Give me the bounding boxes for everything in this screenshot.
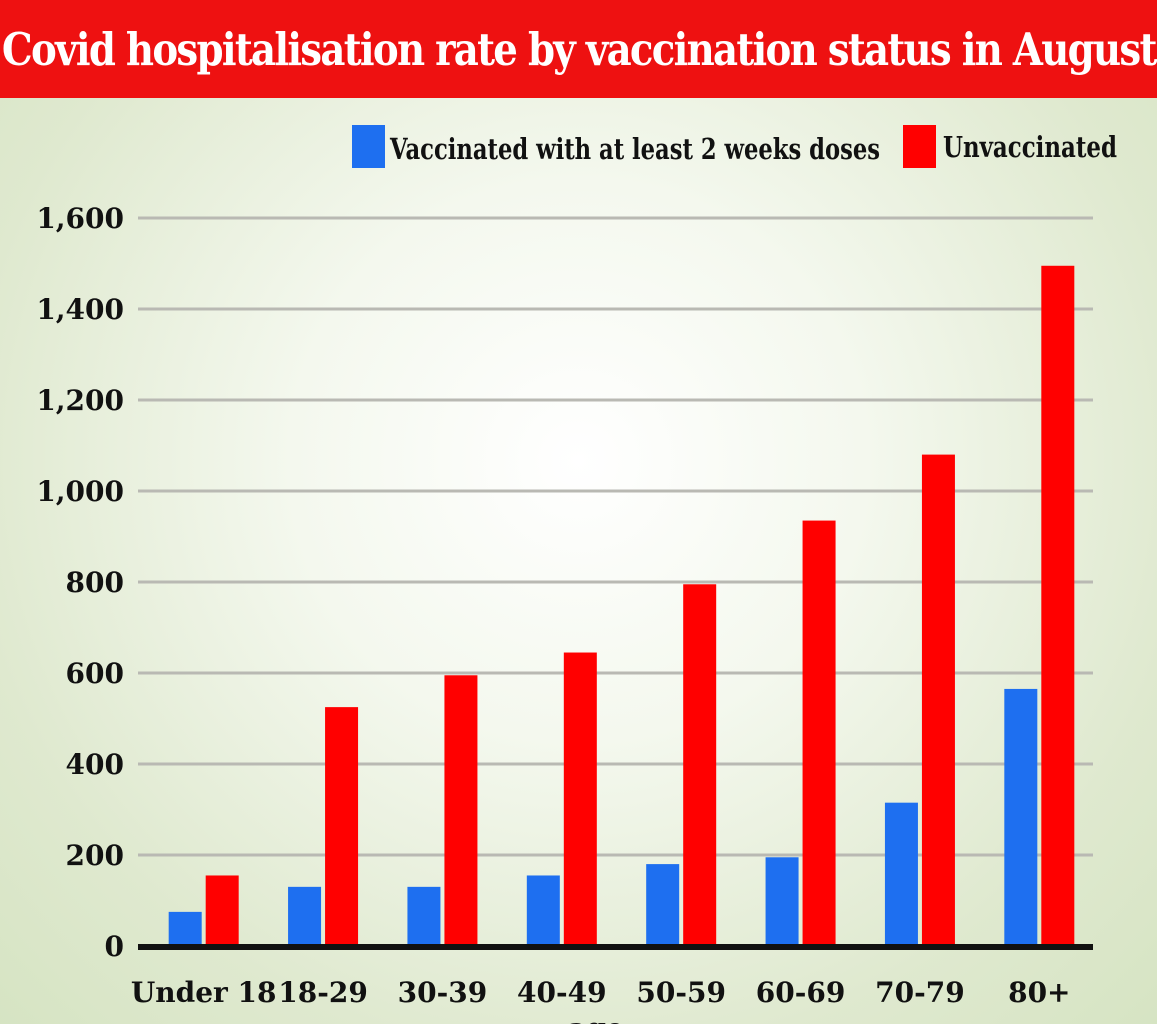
x-tick-label: 80+ (1008, 976, 1070, 1009)
bar-unvaccinated-under-18 (205, 875, 239, 946)
x-tick-label: 18-29 (278, 976, 368, 1009)
legend-swatch-unvaccinated (903, 125, 936, 168)
y-tick-label: 800 (66, 566, 124, 599)
bar-vaccinated-60-69 (765, 857, 799, 946)
y-tick-label: 1,200 (36, 384, 124, 417)
y-tick-label: 600 (66, 657, 124, 690)
x-tick-label: 40-49 (517, 976, 607, 1009)
bar-vaccinated-under-18 (168, 911, 202, 946)
x-tick-label: Under 18 (131, 976, 277, 1009)
y-tick-label: 200 (66, 839, 124, 872)
bar-unvaccinated-30-39 (444, 675, 478, 946)
bar-unvaccinated-40-49 (563, 652, 597, 946)
y-tick-label: 1,000 (36, 475, 124, 508)
bar-unvaccinated-18-29 (325, 707, 359, 946)
legend-swatch-vaccinated (352, 125, 385, 168)
x-tick-label: 70-79 (875, 976, 965, 1009)
bar-unvaccinated-50-59 (683, 584, 717, 946)
bar-unvaccinated-70-79 (921, 454, 955, 946)
bar-unvaccinated-80- (1041, 265, 1075, 946)
x-tick-label: 30-39 (398, 976, 488, 1009)
bar-vaccinated-40-49 (526, 875, 560, 946)
x-tick-label: 60-69 (756, 976, 846, 1009)
title-banner: Covid hospitalisation rate by vaccinatio… (0, 0, 1157, 98)
bar-vaccinated-18-29 (288, 886, 322, 946)
y-tick-label: 1,400 (36, 293, 124, 326)
bar-vaccinated-70-79 (884, 802, 918, 946)
x-axis-label: age (568, 1012, 624, 1024)
bar-vaccinated-30-39 (407, 886, 441, 946)
y-tick-label: 400 (66, 748, 124, 781)
bar-vaccinated-50-59 (646, 864, 680, 946)
gridlines (138, 216, 1093, 857)
legend: Vaccinated with at least 2 weeks doses U… (352, 125, 1117, 168)
y-axis-ticks: 0 200 400 600 800 1,000 1,200 1,400 1,600 (36, 202, 124, 963)
bar-vaccinated-80- (1004, 688, 1038, 946)
bars (168, 265, 1075, 946)
x-tick-label: 50-59 (636, 976, 726, 1009)
legend-label-vaccinated: Vaccinated with at least 2 weeks doses (389, 132, 880, 166)
bar-chart: 0 200 400 600 800 1,000 1,200 1,400 1,600 Under … (36, 125, 1117, 1024)
y-tick-label: 1,600 (36, 202, 124, 235)
y-tick-label: 0 (105, 930, 124, 963)
bar-unvaccinated-60-69 (802, 520, 836, 946)
x-axis-ticks: Under 18 18-29 30-39 40-49 50-59 60-69 70-79 80… (131, 976, 1071, 1009)
legend-label-unvaccinated: Unvaccinated (943, 130, 1117, 164)
chart-title: Covid hospitalisation rate by vaccinatio… (1, 22, 1157, 76)
